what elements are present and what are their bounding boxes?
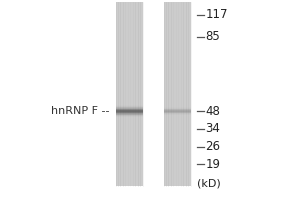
- Text: 85: 85: [206, 30, 220, 44]
- Text: 19: 19: [206, 158, 220, 170]
- Bar: [116, 110, 142, 111]
- Bar: [116, 114, 142, 115]
- Bar: [164, 109, 190, 110]
- Text: (kD): (kD): [197, 179, 221, 189]
- Bar: [116, 113, 142, 114]
- Text: 26: 26: [206, 140, 220, 154]
- Bar: [116, 107, 142, 108]
- Bar: [116, 116, 142, 117]
- Bar: [164, 113, 190, 114]
- Bar: [116, 106, 142, 107]
- Bar: [164, 110, 190, 111]
- Bar: [164, 2, 190, 186]
- Text: hnRNP F --: hnRNP F --: [51, 106, 110, 116]
- Bar: [116, 111, 142, 112]
- Text: 34: 34: [206, 122, 220, 136]
- Text: 117: 117: [206, 8, 228, 21]
- Bar: [116, 112, 142, 113]
- Bar: [116, 2, 142, 186]
- Bar: [164, 111, 190, 112]
- Bar: [116, 105, 142, 106]
- Bar: [164, 107, 190, 108]
- Bar: [164, 112, 190, 113]
- Bar: [164, 114, 190, 115]
- Text: 48: 48: [206, 105, 220, 118]
- Bar: [116, 108, 142, 109]
- Bar: [164, 108, 190, 109]
- Bar: [116, 115, 142, 116]
- Bar: [116, 109, 142, 110]
